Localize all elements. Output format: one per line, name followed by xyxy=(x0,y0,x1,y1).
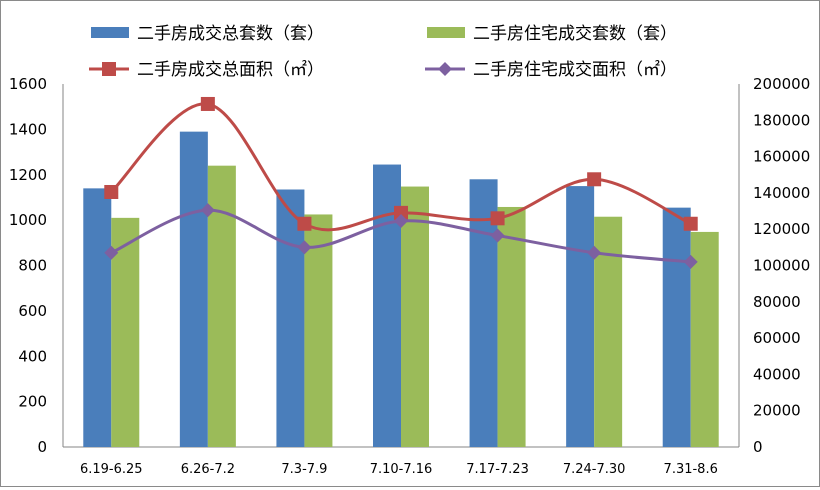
x-tick-label: 6.19-6.25 xyxy=(80,462,143,477)
x-tick-label: 7.31-8.6 xyxy=(664,462,718,477)
lines-layer xyxy=(104,96,698,269)
line-point-series-2-7.3-7.9 xyxy=(297,240,312,255)
bar-series-1-6.19-6.25 xyxy=(83,188,112,448)
y-right-tick-label: 40000 xyxy=(753,365,801,383)
x-tick-label: 7.24-7.30 xyxy=(563,462,626,477)
x-tick-label: 7.10-7.16 xyxy=(370,462,433,477)
y-right-tick-label: 180000 xyxy=(753,111,810,129)
y-right-tick-label: 160000 xyxy=(753,148,810,166)
legend-swatch-total-units xyxy=(91,27,129,38)
line-point-series-1-7.31-8.6 xyxy=(683,216,698,231)
x-tick-label: 6.26-7.2 xyxy=(181,462,235,477)
x-tick-label: 7.3-7.9 xyxy=(281,462,327,477)
y-left-tick-label: 0 xyxy=(37,438,47,456)
bar-series-2-7.3-7.9 xyxy=(304,214,333,447)
bar-series-2-6.19-6.25 xyxy=(111,217,140,447)
legend: 二手房成交总套数（套） 二手房住宅成交套数（套） 二手房成交总面积（㎡） 二手房… xyxy=(89,24,677,80)
y-right-tick-label: 60000 xyxy=(753,329,801,347)
bar-series-1-7.3-7.9 xyxy=(276,189,305,447)
line-point-series-1-7.3-7.9 xyxy=(297,216,312,231)
legend-marker-residential-area xyxy=(438,62,452,76)
bar-series-2-7.17-7.23 xyxy=(497,206,526,447)
y-right-tick-label: 80000 xyxy=(753,293,801,311)
y-left-tick-label: 1400 xyxy=(9,120,47,138)
line-point-series-2-6.19-6.25 xyxy=(104,245,119,260)
y-right-tick-label: 200000 xyxy=(753,75,810,93)
bars-layer xyxy=(83,131,719,448)
bar-series-1-7.24-7.30 xyxy=(566,186,595,447)
y-left-tick-label: 1600 xyxy=(9,75,47,93)
bar-series-2-7.31-8.6 xyxy=(690,231,719,447)
y-left-tick-label: 1000 xyxy=(9,211,47,229)
bar-series-1-6.26-7.2 xyxy=(179,131,208,448)
line-point-series-1-6.19-6.25 xyxy=(104,184,119,199)
bar-series-1-7.31-8.6 xyxy=(662,207,691,447)
bar-series-2-7.10-7.16 xyxy=(401,186,429,448)
y-right-tick-label: 120000 xyxy=(753,220,810,238)
line-point-series-2-7.31-8.6 xyxy=(683,254,698,269)
y-left-tick-label: 600 xyxy=(18,302,47,320)
line-point-series-1-7.17-7.23 xyxy=(490,211,505,226)
y-left-tick-label: 400 xyxy=(18,347,47,365)
line-point-series-2-7.24-7.30 xyxy=(587,245,602,260)
x-tick-label: 7.17-7.23 xyxy=(466,462,529,477)
line-point-series-1-7.10-7.16 xyxy=(394,205,408,220)
y-right-tick-label: 100000 xyxy=(753,257,810,275)
legend-marker-total-area xyxy=(102,62,116,76)
legend-label-total-area: 二手房成交总面积（㎡） xyxy=(137,60,324,80)
y-right-tick-label: 20000 xyxy=(753,402,801,420)
legend-swatch-residential-units xyxy=(427,27,465,38)
y-right-tick-label: 140000 xyxy=(753,184,810,202)
y-left-tick-label: 1200 xyxy=(9,166,47,184)
legend-label-residential-units: 二手房住宅成交套数（套） xyxy=(473,24,677,44)
line-point-series-1-6.26-7.2 xyxy=(200,96,215,111)
line-point-series-1-7.24-7.30 xyxy=(587,172,602,187)
legend-label-total-units: 二手房成交总套数（套） xyxy=(137,24,324,44)
y-left-tick-label: 800 xyxy=(18,257,47,275)
y-left-tick-label: 200 xyxy=(18,393,47,411)
ticks-layer: 0 200 400 600 800 1000 1200 1400 1600 0 20000 40000… xyxy=(9,75,810,477)
line-point-series-2-7.17-7.23 xyxy=(490,228,505,243)
line-point-series-2-7.10-7.16 xyxy=(394,214,408,229)
line-point-series-2-6.26-7.2 xyxy=(200,203,215,218)
y-right-tick-label: 0 xyxy=(753,438,763,456)
legend-label-residential-area: 二手房住宅成交面积（㎡） xyxy=(473,60,677,80)
